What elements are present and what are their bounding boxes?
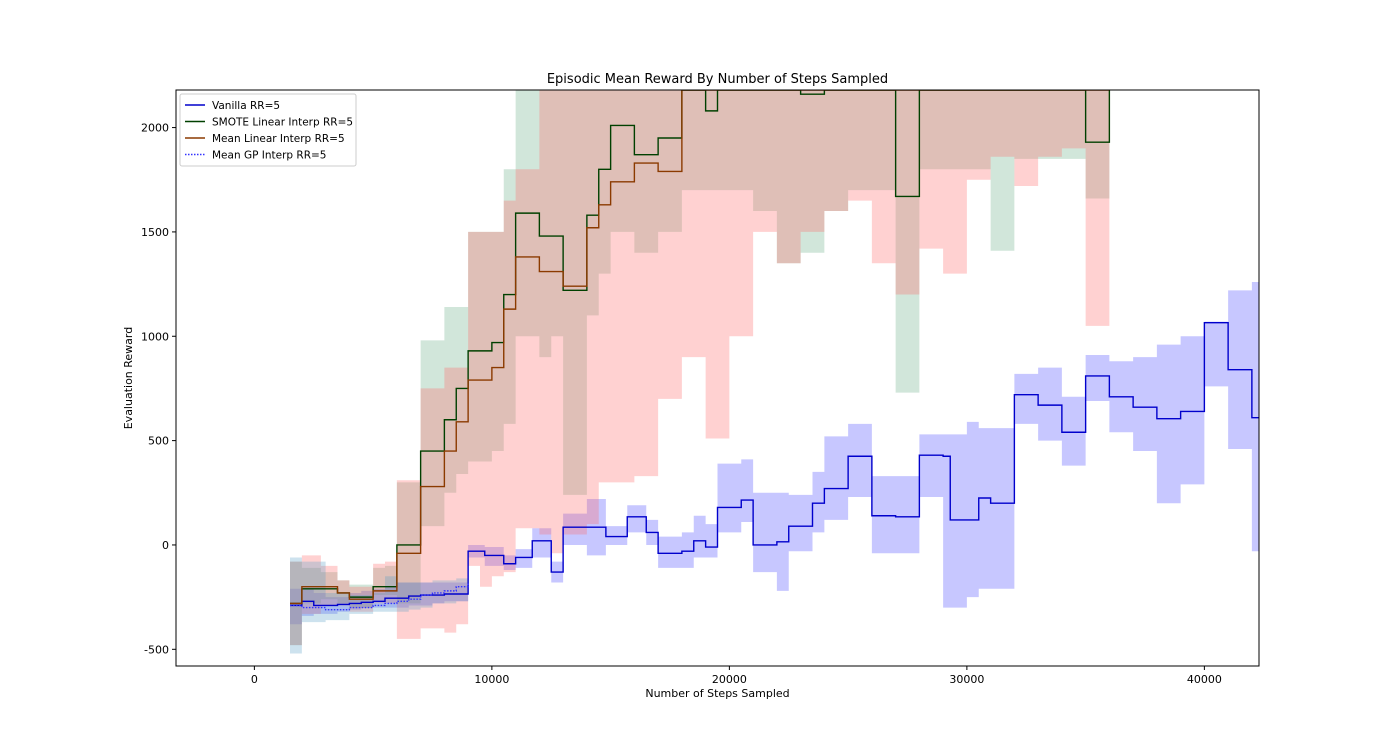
legend-label: Mean Linear Interp RR=5 [212,133,345,145]
y-tick-label: -500 [144,643,169,656]
plot-frame [175,89,1260,667]
line-mean-gp-interp-rr-5 [290,582,469,611]
y-tick-label: 1500 [141,226,169,239]
y-axis-ticks: -500 0 500 1000 1500 2000 [141,122,176,656]
chart-title: Episodic Mean Reward By Number of Steps … [547,72,888,87]
legend-label: Mean GP Interp RR=5 [212,150,326,162]
x-axis-ticks: 0 10000 20000 30000 40000 [251,666,1222,686]
legend-box [179,93,357,167]
confidence-bands [290,90,1259,654]
x-tick-label: 20000 [712,673,747,686]
band-vanilla-rr-5 [290,282,1259,625]
legend-label: SMOTE Linear Interp RR=5 [212,117,353,129]
x-axis-label: Number of Steps Sampled [645,687,789,700]
band-smote-linear-interp-rr-5 [290,90,1110,646]
y-tick-label: 2000 [141,122,169,135]
legend: Vanilla RR=5 SMOTE Linear Interp RR=5 Mean… [179,93,357,167]
line-vanilla-rr-5 [290,321,1259,607]
y-tick-label: 1000 [141,330,169,343]
series-lines [290,90,1259,611]
line-mean-linear-interp-rr-5 [290,90,1110,605]
x-tick-label: 10000 [474,673,509,686]
x-tick-label: 40000 [1187,673,1222,686]
band-mean-linear-interp-rr-5 [290,90,1110,646]
y-tick-label: 500 [148,435,169,448]
x-tick-label: 30000 [949,673,984,686]
y-axis-label: Evaluation Reward [122,327,135,430]
legend-label: Vanilla RR=5 [212,100,280,112]
y-tick-label: 0 [162,539,169,552]
x-tick-label: 0 [251,673,258,686]
